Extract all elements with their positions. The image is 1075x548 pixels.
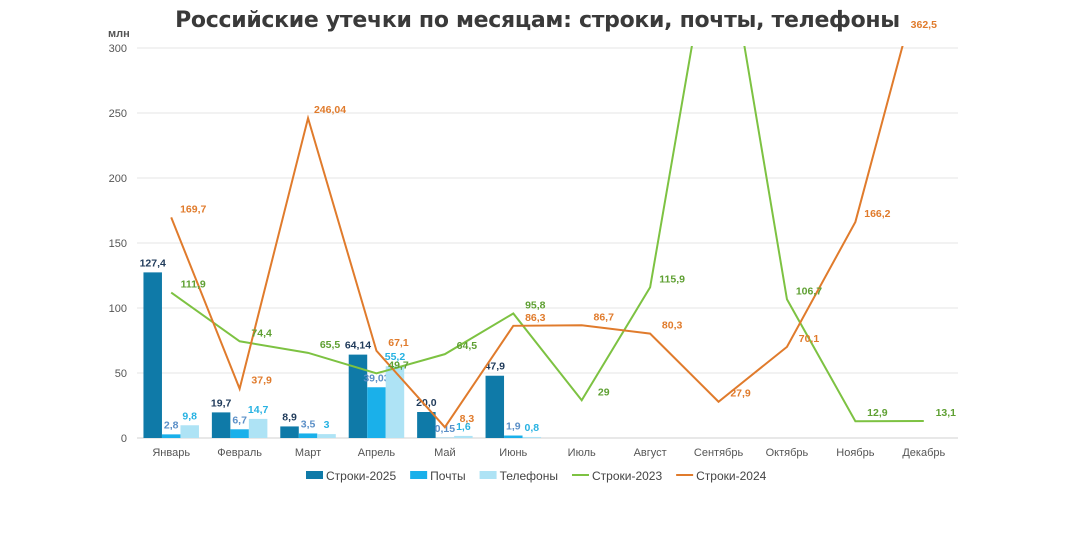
data-label: 80,3 bbox=[662, 320, 683, 332]
data-label: 12,9 bbox=[867, 407, 888, 419]
data-label: 64,14 bbox=[345, 340, 371, 352]
y-tick-label: 0 bbox=[121, 433, 127, 445]
bar-Телефоны bbox=[180, 425, 199, 438]
bar-Почты bbox=[504, 435, 523, 438]
y-tick-label: 250 bbox=[109, 108, 127, 120]
data-label: 115,9 bbox=[659, 273, 685, 285]
data-label: 362,5 bbox=[911, 19, 937, 31]
x-tick-label: Март bbox=[295, 447, 321, 459]
data-label: 1,9 bbox=[506, 421, 521, 433]
bar-Строки-2025 bbox=[280, 426, 299, 438]
data-label: 2,8 bbox=[164, 419, 179, 431]
bar-Почты bbox=[230, 429, 249, 438]
bar-Почты bbox=[367, 387, 386, 438]
y-tick-label: 50 bbox=[115, 368, 127, 380]
legend-entry: Почты bbox=[430, 469, 465, 483]
data-label: 86,3 bbox=[525, 312, 546, 324]
data-label: 65,5 bbox=[320, 339, 341, 351]
x-tick-label: Июнь bbox=[499, 447, 527, 459]
y-tick-label: 100 bbox=[109, 303, 127, 315]
x-tick-label: Февраль bbox=[217, 447, 262, 459]
bar-Строки-2025 bbox=[348, 354, 368, 438]
x-tick-label: Октябрь bbox=[766, 447, 809, 459]
x-tick-label: Август bbox=[634, 447, 667, 459]
data-label: 37,9 bbox=[251, 375, 272, 387]
bar-Строки-2025 bbox=[211, 412, 231, 438]
data-label: 6,7 bbox=[232, 414, 247, 426]
bar-Телефоны bbox=[385, 366, 405, 438]
x-tick-label: Декабрь bbox=[902, 447, 945, 459]
data-label: 106,7 bbox=[796, 285, 822, 297]
bar-Почты bbox=[298, 433, 318, 438]
data-label: 127,4 bbox=[140, 257, 166, 269]
data-label: 29 bbox=[598, 386, 610, 398]
data-label: 246,04 bbox=[314, 104, 346, 116]
bar-Строки-2025 bbox=[485, 375, 505, 438]
data-label: 47,9 bbox=[485, 361, 506, 373]
bar-Почты bbox=[161, 434, 181, 438]
data-label: 0,8 bbox=[524, 422, 539, 434]
x-tick-label: Май bbox=[434, 447, 456, 459]
data-label: 8,3 bbox=[460, 413, 475, 425]
x-tick-label: Ноябрь bbox=[836, 447, 874, 459]
data-label: 27,9 bbox=[730, 388, 751, 400]
data-label: 86,7 bbox=[593, 311, 614, 323]
data-label: 49,7 bbox=[388, 359, 409, 371]
data-label: 8,9 bbox=[282, 411, 297, 423]
bar-Строки-2025 bbox=[143, 272, 162, 438]
legend-swatch bbox=[410, 471, 428, 479]
bar-Телефоны bbox=[248, 418, 268, 438]
data-label: 70,1 bbox=[799, 333, 820, 345]
data-label: 19,7 bbox=[211, 397, 232, 409]
bar-Телефоны bbox=[454, 435, 473, 438]
x-tick-label: Сентябрь bbox=[694, 447, 744, 459]
chart-title: Российские утечки по месяцам: строки, по… bbox=[175, 8, 900, 33]
data-label: 64,5 bbox=[457, 340, 478, 352]
data-label: 67,1 bbox=[388, 337, 409, 349]
x-tick-label: Январь bbox=[152, 447, 190, 459]
data-label: 14,7 bbox=[248, 404, 269, 416]
line-Строки-2024 bbox=[170, 46, 904, 429]
data-label: 111,9 bbox=[181, 279, 206, 291]
y-tick-label: 150 bbox=[109, 238, 127, 250]
data-label: 9,8 bbox=[182, 410, 197, 422]
bar-Строки-2025 bbox=[417, 412, 436, 438]
data-label: 95,8 bbox=[525, 299, 546, 311]
data-label: 0,15 bbox=[435, 423, 456, 435]
data-label: 74,4 bbox=[251, 327, 272, 339]
data-label: 3,5 bbox=[301, 418, 316, 430]
legend-swatch bbox=[306, 471, 323, 479]
data-label: 13,1 bbox=[936, 407, 957, 419]
line-Строки-2023 bbox=[170, 46, 924, 423]
y-axis-unit: млн bbox=[108, 28, 130, 40]
legend-entry: Строки-2023 bbox=[592, 469, 662, 483]
x-tick-label: Июль bbox=[568, 447, 596, 459]
x-tick-label: Апрель bbox=[358, 447, 396, 459]
y-tick-label: 300 bbox=[109, 43, 127, 55]
bar-Телефоны bbox=[522, 436, 542, 438]
data-label: 1,6 bbox=[456, 421, 471, 433]
bar-Телефоны bbox=[317, 434, 336, 438]
legend-swatch bbox=[479, 471, 497, 479]
data-label: 3 bbox=[324, 419, 330, 431]
data-label: 169,7 bbox=[180, 203, 206, 215]
legend-entry: Строки-2024 bbox=[696, 469, 766, 483]
data-label: 166,2 bbox=[864, 208, 890, 220]
y-tick-label: 200 bbox=[109, 173, 127, 185]
data-label: 39,03 bbox=[363, 372, 389, 384]
legend-entry: Строки-2025 bbox=[326, 469, 396, 483]
data-label: 55,2 bbox=[385, 351, 406, 363]
legend-entry: Телефоны bbox=[500, 469, 558, 483]
